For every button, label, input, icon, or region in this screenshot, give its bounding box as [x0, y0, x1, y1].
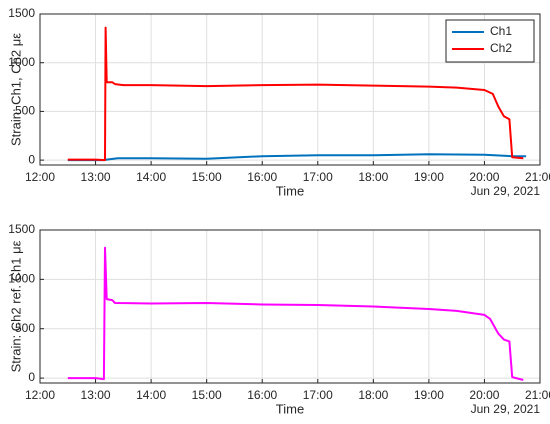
y-tick-label: 1500	[8, 6, 35, 20]
legend-label: Ch1	[490, 24, 512, 38]
x-tick-label: 12:00	[25, 170, 55, 184]
y-tick-label: 0	[28, 370, 35, 384]
legend-label: Ch2	[490, 41, 512, 55]
x-axis-date: Jun 29, 2021	[471, 184, 541, 198]
legend-box	[445, 19, 535, 63]
y-tick-label: 500	[15, 321, 35, 335]
x-tick-label: 16:00	[247, 388, 277, 402]
x-tick-label: 13:00	[81, 388, 111, 402]
x-tick-label: 17:00	[303, 388, 333, 402]
data-line	[67, 153, 527, 162]
y-tick-label: 1000	[8, 272, 35, 286]
y-tick-label: 0	[28, 152, 35, 166]
x-axis-date: Jun 29, 2021	[471, 402, 541, 416]
x-tick-label: 19:00	[414, 170, 444, 184]
x-tick-label: 13:00	[81, 170, 111, 184]
x-tick-label: 20:00	[469, 388, 499, 402]
x-tick-label: 14:00	[136, 170, 166, 184]
y-axis-label: Strain: Ch1, Ch2 με	[8, 33, 23, 146]
x-tick-label: 18:00	[358, 388, 388, 402]
axes-box	[39, 13, 541, 166]
x-tick-label: 15:00	[192, 388, 222, 402]
x-tick-label: 21:00	[525, 388, 550, 402]
plot-area	[40, 230, 540, 383]
x-axis-label: Time	[276, 401, 304, 416]
x-tick-label: 19:00	[414, 388, 444, 402]
x-tick-label: 16:00	[247, 170, 277, 184]
y-tick-label: 1000	[8, 55, 35, 69]
y-tick-label: 500	[15, 104, 35, 118]
subplot: 12:00 13:00 14:00 15:00 16:00 17:00 18:00 19:00…	[8, 222, 550, 416]
y-axis-label: Strain: Ch2 ref. Ch1 με	[8, 240, 23, 372]
data-line	[67, 246, 524, 381]
x-tick-label: 17:00	[303, 170, 333, 184]
data-line	[67, 26, 524, 162]
x-tick-label: 20:00	[469, 170, 499, 184]
x-tick-label: 15:00	[192, 170, 222, 184]
x-tick-label: 14:00	[136, 388, 166, 402]
subplot: 12:00 13:00 14:00 15:00 16:00 17:00 18:00 19:00…	[8, 6, 550, 198]
y-tick-label: 1500	[8, 222, 35, 236]
axes-box	[39, 229, 541, 384]
x-tick-label: 18:00	[358, 170, 388, 184]
x-tick-label: 12:00	[25, 388, 55, 402]
x-axis-label: Time	[276, 183, 304, 198]
x-tick-label: 21:00	[525, 170, 550, 184]
